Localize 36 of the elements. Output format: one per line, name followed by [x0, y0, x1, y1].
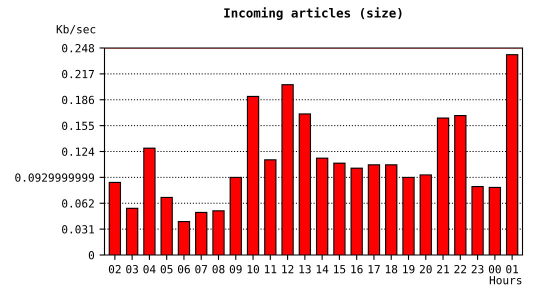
y-tick-label: 0.186 — [62, 96, 94, 104]
x-tick-label: 01 — [506, 264, 518, 274]
y-tick-label: 0.124 — [62, 148, 94, 156]
y-tick-label: 0.0929999999 — [15, 173, 94, 182]
x-tick-label: 05 — [160, 264, 172, 274]
x-tick-label: 15 — [334, 265, 346, 274]
x-tick-label: 23 — [472, 264, 484, 274]
x-tick-label: 02 — [108, 264, 121, 274]
x-axis-title: Hours — [490, 276, 522, 284]
x-tick-label: 12 — [282, 264, 294, 274]
y-tick-label: 0.062 — [62, 199, 94, 208]
x-tick-label: 18 — [386, 264, 398, 274]
x-tick-label: 10 — [248, 264, 260, 274]
y-tick-label: 0.248 — [62, 44, 94, 52]
x-tick-label: 08 — [212, 264, 224, 274]
x-tick-label: 11 — [264, 265, 276, 274]
chart-title: Incoming articles (size) — [224, 7, 402, 20]
x-tick-label: 19 — [403, 264, 414, 274]
y-tick-label: 0.155 — [62, 122, 94, 130]
x-tick-label: 14 — [316, 265, 328, 274]
x-tick-label: 07 — [195, 264, 208, 274]
x-tick-label: 20 — [420, 264, 432, 274]
y-tick-label: 0.031 — [62, 225, 94, 234]
x-tick-label: 17 — [368, 265, 380, 274]
x-tick-label: 22 — [454, 264, 466, 274]
y-tick-label: 0.217 — [62, 70, 94, 78]
x-tick-label: 00 — [488, 264, 501, 274]
x-tick-label: 13 — [300, 264, 311, 274]
x-tick-label: 04 — [143, 264, 156, 274]
y-tick-label: 0 — [88, 251, 94, 260]
x-tick-label: 16 — [351, 264, 363, 274]
x-tick-label: 06 — [178, 264, 190, 274]
y-axis-title: Kb/sec — [56, 24, 96, 34]
x-tick-label: 09 — [230, 264, 242, 274]
x-tick-label: 21 — [437, 264, 449, 274]
x-tick-label: 03 — [126, 264, 138, 274]
